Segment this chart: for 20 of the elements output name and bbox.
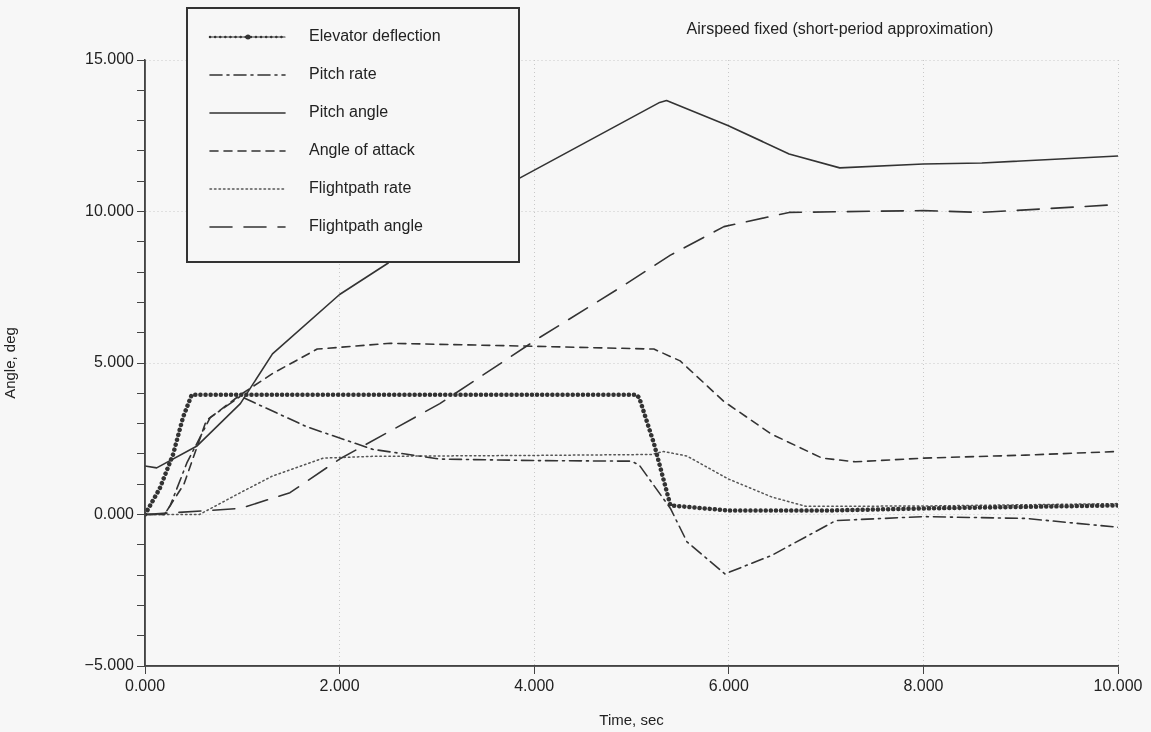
y-tick-label: 0.000 bbox=[93, 504, 135, 522]
y-tick-label: 10.000 bbox=[85, 201, 135, 219]
x-axis-title: Time, sec bbox=[599, 711, 665, 729]
legend-label: Pitch rate bbox=[309, 65, 377, 83]
legend-label: Pitch angle bbox=[309, 103, 389, 121]
legend-label: Flightpath rate bbox=[309, 179, 412, 197]
y-axis-title: Angle, deg bbox=[1, 327, 19, 399]
y-tick-label: −5.000 bbox=[84, 656, 135, 674]
legend-label: Angle of attack bbox=[309, 141, 416, 159]
y-tick-label: 5.000 bbox=[93, 353, 135, 371]
x-tick-label: 8.000 bbox=[903, 677, 944, 695]
x-tick-label: 4.000 bbox=[514, 677, 555, 695]
y-tick-label: 15.000 bbox=[85, 50, 135, 68]
x-tick-label: 0.000 bbox=[124, 677, 166, 695]
legend-label: Elevator deflection bbox=[309, 27, 441, 45]
x-tick-label: 2.000 bbox=[319, 677, 360, 695]
legend-label: Flightpath angle bbox=[309, 217, 423, 235]
chart-title: Airspeed fixed (short-period approximation) bbox=[686, 20, 994, 38]
x-tick-label: 10.000 bbox=[1093, 677, 1143, 695]
x-tick-label: 6.000 bbox=[708, 677, 749, 695]
